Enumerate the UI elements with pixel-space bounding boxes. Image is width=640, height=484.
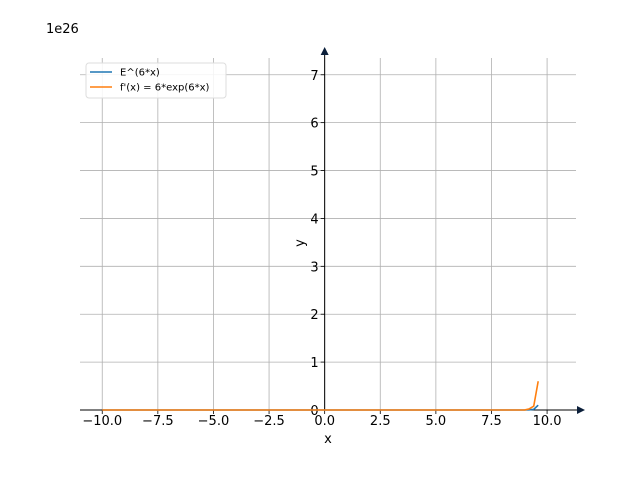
y-offset-label: 1e26 [46, 22, 79, 37]
y-axis-arrow [320, 47, 329, 55]
series-line-2 [102, 381, 539, 411]
x-tick-label: −7.5 [142, 414, 174, 429]
legend-label: E^(6*x) [120, 68, 160, 79]
x-axis-arrow [577, 406, 585, 414]
y-tick-label: 2 [310, 308, 318, 323]
y-tick-label: 7 [310, 69, 318, 84]
x-tick-label: −2.5 [253, 414, 285, 429]
x-tick-label: −5.0 [198, 414, 230, 429]
series-lines [102, 381, 539, 411]
x-tick-label: 10.0 [533, 414, 562, 429]
axes [80, 47, 585, 414]
legend: E^(6*x) f'(x) = 6*exp(6*x) [85, 62, 227, 99]
x-tick-label: 7.5 [481, 414, 502, 429]
y-tick-label: 4 [310, 212, 318, 227]
x-tick-label: 0.0 [314, 414, 335, 429]
legend-label: f'(x) = 6*exp(6*x) [120, 83, 210, 94]
legend-box [85, 62, 227, 99]
y-tick-label: 6 [310, 117, 318, 132]
y-tick-label: 3 [310, 260, 318, 275]
tick-labels: −10.0 −7.5 −5.0 −2.5 0.0 2.5 5.0 7.5 10.0 0 1 2 3 4 5 6… [82, 69, 561, 429]
grid [80, 58, 576, 410]
y-tick-label: 5 [310, 165, 318, 180]
x-axis-label: x [324, 432, 332, 447]
y-tick-label: 1 [310, 356, 318, 371]
x-tick-label: −10.0 [82, 414, 122, 429]
y-tick-label: 0 [310, 404, 318, 419]
x-tick-label: 5.0 [426, 414, 447, 429]
y-axis-label: y [293, 239, 308, 247]
x-tick-label: 2.5 [370, 414, 391, 429]
